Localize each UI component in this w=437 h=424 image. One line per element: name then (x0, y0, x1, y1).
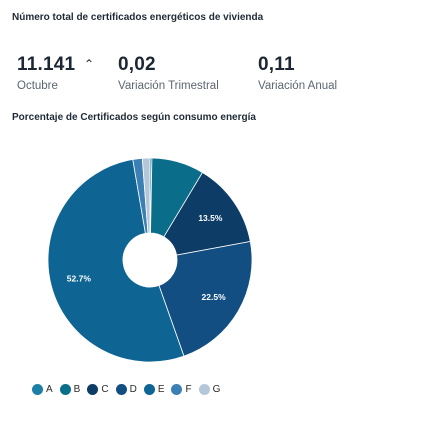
donut-slice-c[interactable] (163, 171, 251, 256)
legend-item-b[interactable]: B (59, 384, 81, 395)
legend-dot-icon (198, 384, 210, 395)
energy-consumption-donut-chart: 13.5% 22.5% 52.7% (47, 157, 253, 363)
donut-slice-e[interactable] (47, 159, 185, 363)
data-label-e: 52.7% (67, 274, 92, 284)
legend-item-e[interactable]: E (143, 384, 165, 395)
legend-item-a[interactable]: A (32, 384, 53, 395)
legend-label: D (129, 384, 137, 395)
chart-legend: A B C D E F G (32, 384, 227, 395)
legend-label: A (46, 384, 53, 395)
total-certificates-period: Octubre (17, 80, 58, 92)
kpi-title: Número total de certificados energéticos… (12, 12, 264, 23)
quarterly-variation-value: 0,02 (118, 54, 156, 75)
legend-dot-icon (59, 384, 71, 395)
donut-slice-g[interactable] (141, 157, 151, 234)
legend-dot-icon (87, 384, 99, 395)
quarterly-variation-label: Variación Trimestral (118, 80, 219, 92)
legend-label: C (101, 384, 109, 395)
legend-dot-icon (115, 384, 127, 395)
legend-label: E (157, 384, 165, 395)
total-certificates-value: 11.141 (17, 54, 76, 75)
legend-dot-icon (171, 384, 183, 395)
annual-variation-value: 0,11 (258, 54, 295, 75)
trend-up-icon: ⌃ (84, 57, 95, 71)
data-label-c: 13.5% (198, 213, 223, 223)
donut-slice-d[interactable] (158, 241, 253, 357)
legend-dot-icon (143, 384, 155, 395)
annual-variation-label: Variación Anual (258, 80, 338, 92)
legend-label: F (185, 384, 192, 395)
legend-label: B (73, 384, 81, 395)
legend-item-f[interactable]: F (171, 384, 192, 395)
legend-item-c[interactable]: C (87, 384, 109, 395)
legend-label: G (212, 384, 221, 395)
chart-title: Porcentaje de Certificados según consumo… (12, 112, 256, 123)
legend-item-g[interactable]: G (198, 384, 221, 395)
data-label-d: 22.5% (202, 292, 227, 302)
legend-item-d[interactable]: D (115, 384, 137, 395)
legend-dot-icon (32, 384, 43, 395)
